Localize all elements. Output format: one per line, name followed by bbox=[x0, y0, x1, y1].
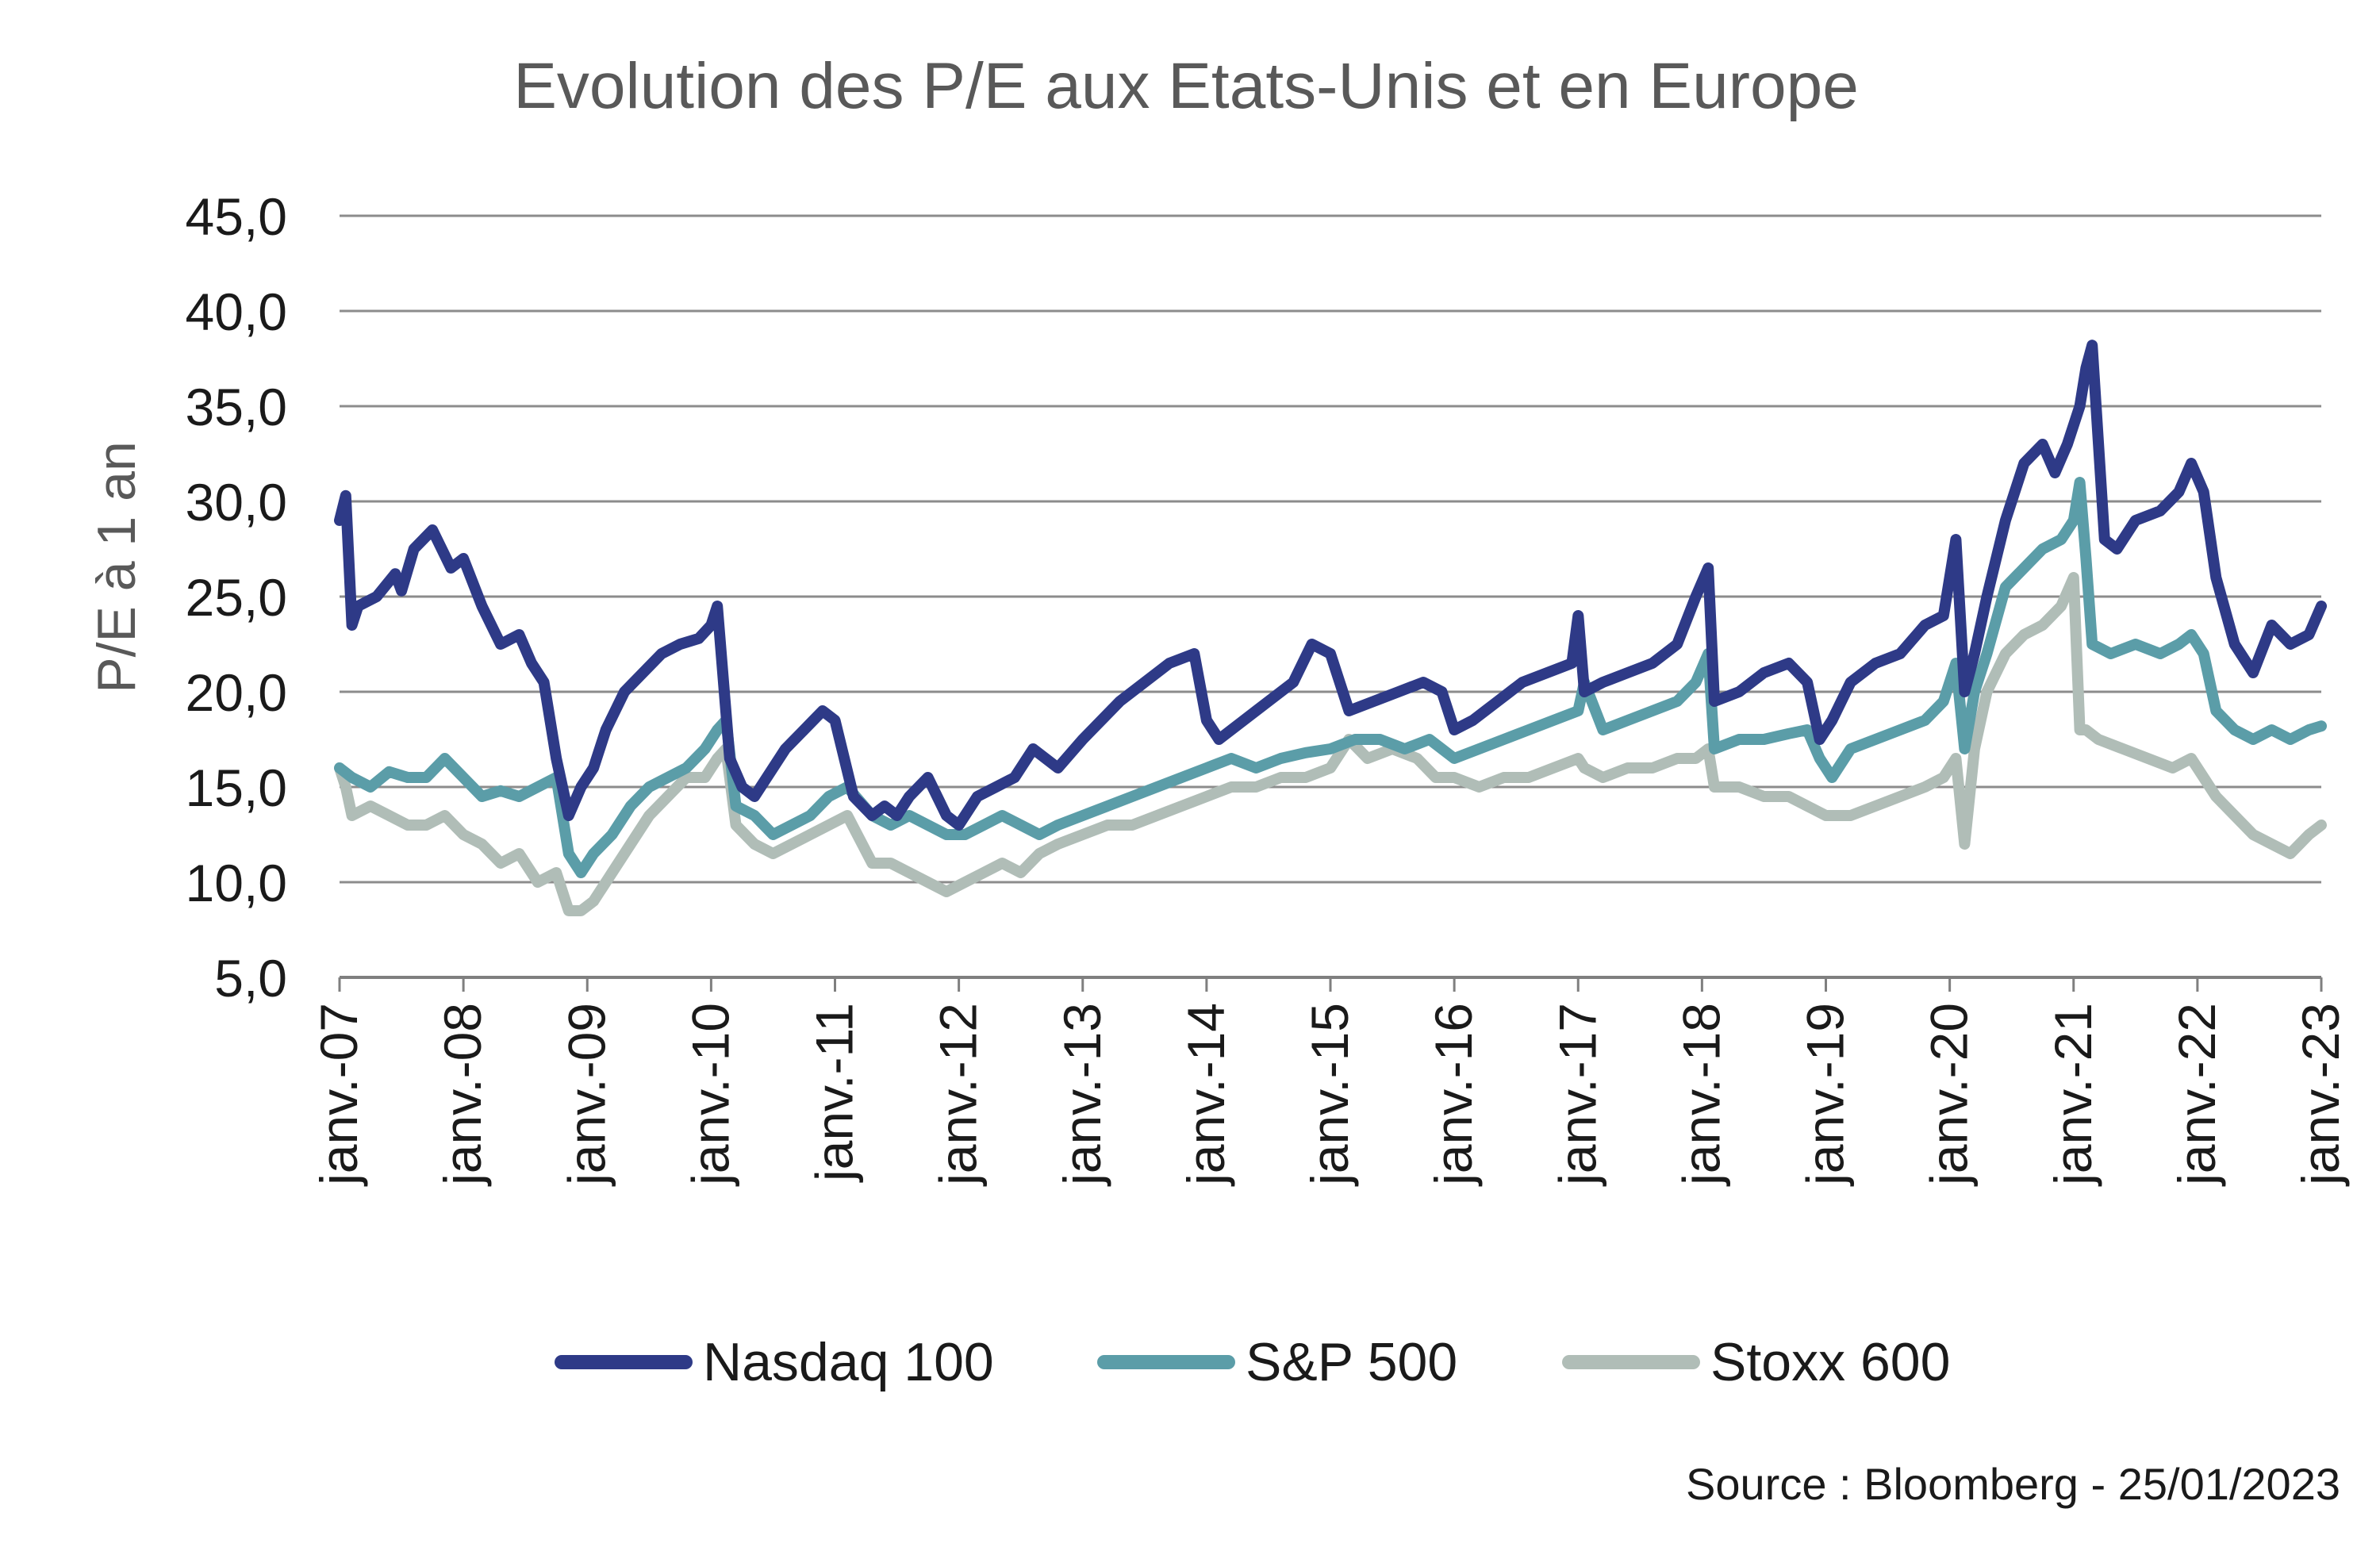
x-tick-label: janv.-19 bbox=[1796, 1003, 1855, 1187]
x-axis: janv.-07 janv.-08 janv.-09 janv.-10 janv.-11… bbox=[309, 977, 2350, 1187]
x-tick-label: janv.-23 bbox=[2291, 1003, 2350, 1187]
x-tick-label: janv.-11 bbox=[805, 1003, 864, 1183]
x-tick-label: janv.-14 bbox=[1177, 1003, 1235, 1187]
legend-item: Stoxx 600 bbox=[1562, 1332, 1950, 1392]
plot-area bbox=[334, 340, 2327, 916]
y-tick-label: 30,0 bbox=[186, 473, 287, 532]
y-tick-label: 40,0 bbox=[186, 282, 287, 341]
y-tick-label: 10,0 bbox=[186, 854, 287, 912]
legend-item: S&P 500 bbox=[1097, 1332, 1457, 1392]
gridlines bbox=[340, 214, 2321, 979]
x-tick-label: janv.-16 bbox=[1424, 1003, 1483, 1187]
y-tick-label: 45,0 bbox=[186, 187, 287, 246]
y-tick-label: 35,0 bbox=[186, 378, 287, 436]
source-note: Source : Bloomberg - 25/01/2023 bbox=[1686, 1459, 2340, 1509]
legend: Nasdaq 100 S&P 500 Stoxx 600 bbox=[555, 1332, 1950, 1392]
x-tick-label: janv.-09 bbox=[557, 1003, 616, 1187]
x-tick-label: janv.-18 bbox=[1672, 1003, 1730, 1187]
y-axis: 5,0 10,0 15,0 20,0 25,0 30,0 35,0 40,0 45,0 bbox=[186, 187, 287, 1008]
legend-label: Stoxx 600 bbox=[1710, 1332, 1950, 1392]
x-tick-label: janv.-13 bbox=[1053, 1003, 1111, 1187]
y-tick-label: 5,0 bbox=[214, 949, 287, 1008]
y-tick-label: 20,0 bbox=[186, 663, 287, 722]
x-tick-label: janv.-17 bbox=[1548, 1003, 1606, 1187]
x-tick-label: janv.-07 bbox=[309, 1003, 368, 1187]
legend-label: S&P 500 bbox=[1246, 1332, 1457, 1392]
series-line-nasdaq-100 bbox=[334, 340, 2327, 831]
legend-item: Nasdaq 100 bbox=[555, 1332, 994, 1392]
x-tick-label: janv.-10 bbox=[681, 1003, 739, 1187]
series-line-stoxx-600 bbox=[334, 572, 2327, 916]
x-tick-label: janv.-15 bbox=[1300, 1003, 1359, 1187]
y-tick-label: 15,0 bbox=[186, 758, 287, 817]
y-tick-label: 25,0 bbox=[186, 568, 287, 627]
series-line-s-p-500 bbox=[334, 477, 2327, 878]
x-tick-label: janv.-12 bbox=[929, 1003, 988, 1187]
x-tick-label: janv.-20 bbox=[1920, 1003, 1979, 1187]
x-tick-label: janv.-08 bbox=[433, 1003, 492, 1187]
x-tick-label: janv.-22 bbox=[2167, 1003, 2226, 1187]
chart-title: Evolution des P/E aux Etats-Unis et en E… bbox=[513, 50, 1859, 122]
legend-label: Nasdaq 100 bbox=[703, 1332, 994, 1392]
y-axis-label: P/E à 1 an bbox=[86, 441, 147, 693]
x-tick-label: janv.-21 bbox=[2044, 1003, 2102, 1187]
